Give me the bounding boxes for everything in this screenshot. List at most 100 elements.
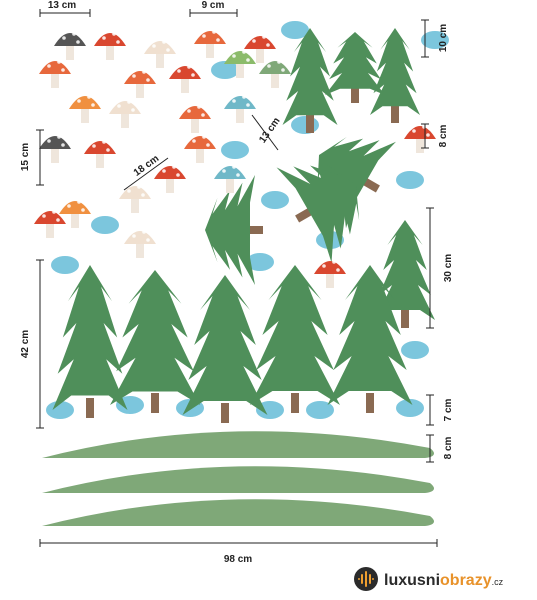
dim-line (251, 114, 279, 151)
trunk (351, 83, 359, 103)
mushroom-cap (244, 36, 276, 49)
dim-label: 7 cm (443, 398, 454, 421)
dim-label: 13 cm (257, 116, 282, 146)
mushroom-spot (77, 99, 81, 103)
mushroom-spot (81, 208, 85, 212)
mushroom-stem (236, 105, 244, 123)
mushroom-cap (184, 136, 216, 149)
tree (370, 28, 420, 123)
mushroom-stem (51, 145, 59, 163)
mushroom-spot (117, 104, 121, 108)
mushroom-spot (176, 173, 180, 177)
logo-text: luxusniobrazy.cz (384, 572, 504, 589)
tree (52, 265, 128, 418)
mushroom-stem (191, 115, 199, 133)
foliage (375, 220, 435, 320)
foliage (182, 275, 268, 415)
mushroom-cap (109, 101, 141, 114)
mushroom-cap (314, 261, 346, 274)
trunk (391, 103, 399, 123)
mushroom-spot (42, 214, 46, 218)
mushroom-spot (172, 165, 176, 169)
mushroom-stem (96, 150, 104, 168)
mushroom-spot (336, 268, 340, 272)
dim-label: 8 cm (443, 436, 454, 459)
logo-waves (358, 571, 374, 587)
mushroom-spot (152, 44, 156, 48)
mushroom-spot (137, 185, 141, 189)
dim-line (39, 9, 91, 17)
mushroom-stem (181, 75, 189, 93)
mushroom-spot (322, 264, 326, 268)
dim-label: 10 cm (438, 24, 449, 52)
mushroom-spot (127, 189, 131, 193)
foliage (370, 28, 420, 115)
mushroom-cap (124, 71, 156, 84)
foliage (276, 164, 360, 263)
mushroom-cap (154, 166, 186, 179)
mushroom-stem (46, 220, 54, 238)
tree (276, 164, 360, 263)
tree (327, 265, 413, 413)
mushroom-spot (132, 234, 136, 238)
dim-label: 42 cm (20, 330, 31, 358)
mushroom-spot (242, 50, 246, 54)
mushroom-cap (39, 61, 71, 74)
trunk (306, 113, 314, 133)
tree (182, 275, 268, 423)
mushroom-spot (47, 64, 51, 68)
cloud (261, 191, 289, 209)
mushroom-stem (51, 70, 59, 88)
mushroom-spot (91, 103, 95, 107)
mushroom-spot (127, 100, 131, 104)
mushroom-stem (236, 60, 244, 78)
cloud (256, 401, 284, 419)
mushroom-spot (232, 99, 236, 103)
dim-label: 13 cm (48, 0, 76, 11)
logo-part: luxusni (384, 572, 440, 589)
cloud (211, 61, 239, 79)
mushroom-spot (132, 74, 136, 78)
mushroom-stem (416, 135, 424, 153)
mushroom-spot (281, 68, 285, 72)
mushroom-spot (216, 38, 220, 42)
dim-line (189, 9, 238, 17)
mushroom-spot (187, 65, 191, 69)
mushroom-spot (177, 69, 181, 73)
mushroom-stem (131, 195, 139, 213)
mushroom-spot (61, 143, 65, 147)
mushroom-stem (206, 40, 214, 58)
tree (110, 270, 200, 413)
mushroom-cap (69, 96, 101, 109)
logo-part: obrazy (440, 572, 492, 589)
cloud (421, 31, 449, 49)
mushroom-cap (194, 31, 226, 44)
mushroom-spot (197, 105, 201, 109)
mushroom-spot (67, 204, 71, 208)
mushroom-spot (112, 32, 116, 36)
cloud (396, 399, 424, 417)
tree (282, 28, 338, 133)
mushroom-stem (196, 145, 204, 163)
mushroom-cap (84, 141, 116, 154)
mushroom-cap (179, 106, 211, 119)
foliage (327, 265, 413, 405)
illustrations (34, 21, 449, 526)
dim-line (426, 394, 434, 426)
mushroom-spot (412, 129, 416, 133)
tree (375, 220, 435, 328)
cloud (291, 116, 319, 134)
mushroom-spot (116, 40, 120, 44)
mushroom-cap (59, 201, 91, 214)
mushroom-spot (206, 143, 210, 147)
mushroom-spot (77, 200, 81, 204)
mushroom-stem (256, 45, 264, 63)
foliage (325, 32, 385, 95)
dim-label: 9 cm (202, 0, 225, 11)
mushroom-spot (62, 36, 66, 40)
logo: luxusniobrazy.cz (354, 567, 504, 591)
mushroom-spot (267, 64, 271, 68)
mushroom-cap (169, 66, 201, 79)
dim-line (39, 539, 438, 547)
mushroom-cap (404, 126, 436, 139)
